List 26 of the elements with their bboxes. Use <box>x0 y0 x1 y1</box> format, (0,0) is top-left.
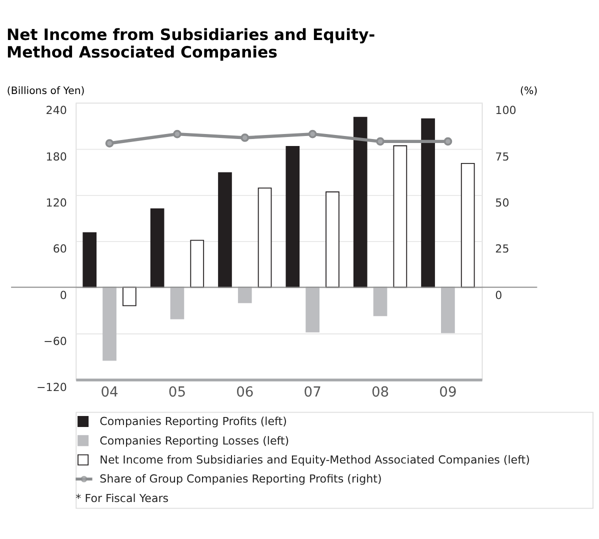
x-tick-label: 08 <box>371 384 390 401</box>
chart-title: Net Income from Subsidiaries and Equity-Method Associated Companies <box>6 24 376 62</box>
legend-label: Share of Group Companies Reporting Profits (right) <box>100 472 382 486</box>
x-tick-label: 09 <box>439 384 457 401</box>
y-tick-label: −60 <box>44 334 67 348</box>
y-tick-label: 60 <box>52 242 67 256</box>
x-tick-label: 06 <box>236 384 254 401</box>
y-tick-label: 180 <box>46 150 67 164</box>
x-tick-label: 07 <box>304 384 322 401</box>
y2-tick-label: 0 <box>495 288 502 302</box>
y2-axis-title: (%) <box>520 86 538 97</box>
x-tick-label: 04 <box>100 384 119 401</box>
x-tick-label: 05 <box>168 384 186 401</box>
text: * For Fiscal Years <box>76 492 169 505</box>
y-tick-label: 240 <box>46 104 67 118</box>
legend-label: Net Income from Subsidiaries and Equity-Method Associated Companies (left) <box>100 454 530 467</box>
y2-tick-label: 25 <box>495 242 510 256</box>
y-tick-label: 120 <box>46 196 67 210</box>
y-axis-title: (Billions of Yen) <box>6 86 85 97</box>
y2-tick-label: 100 <box>495 104 516 118</box>
y2-tick-label: 50 <box>495 196 510 210</box>
legend-label: Companies Reporting Profits (left) <box>100 415 287 428</box>
y2-tick-label: 75 <box>495 150 510 164</box>
y-tick-label: −120 <box>36 381 67 394</box>
legend-label: Companies Reporting Losses (left) <box>100 434 290 448</box>
y-tick-label: 0 <box>60 288 67 302</box>
